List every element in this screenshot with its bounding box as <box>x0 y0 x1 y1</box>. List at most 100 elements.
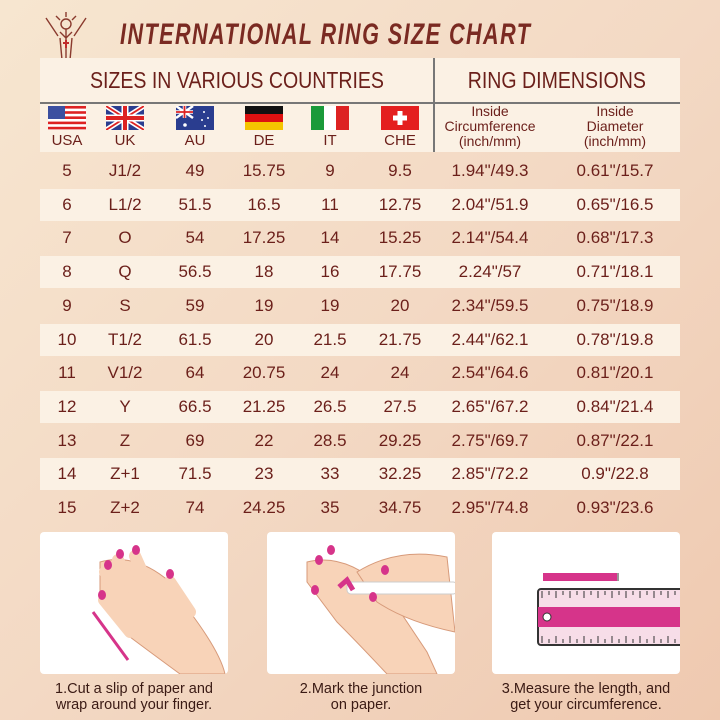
cell-it: 26.5 <box>313 396 347 416</box>
cell-uk: V1/2 <box>107 363 143 383</box>
country-usa: USA <box>37 106 97 149</box>
cell-usa: 14 <box>57 464 77 484</box>
us-flag-icon <box>48 106 86 130</box>
caption-line: wrap around your finger. <box>55 697 213 713</box>
country-it: IT <box>300 106 360 149</box>
cell-it: 14 <box>320 228 340 248</box>
step-2-caption: 2.Mark the junction on paper. <box>251 681 471 713</box>
cell-usa: 10 <box>57 329 77 349</box>
cell-uk: Z+2 <box>110 498 140 517</box>
step-3-caption: 3.Measure the length, and get your circum… <box>476 681 696 713</box>
step-2-illustration <box>267 532 455 674</box>
hand-wrap-icon <box>91 545 226 674</box>
table-row: 12 Y 66.5 21.25 26.5 27.5 2.65"/67.2 0.84"/21.4 <box>40 390 680 423</box>
cell-it: 9 <box>325 161 335 180</box>
table-row: 9 S 59 19 19 20 2.34"/59.5 0.75"/18.9 <box>40 290 680 322</box>
cell-uk: T1/2 <box>107 329 143 349</box>
cell-usa: 12 <box>57 396 77 416</box>
caption-line: 2.Mark the junction <box>299 681 423 697</box>
country-che: CHE <box>370 106 430 149</box>
cell-circumference: 2.04"/51.9 <box>451 194 529 214</box>
cell-che: 15.25 <box>378 228 422 248</box>
cell-circumference: 1.94"/49.3 <box>451 161 529 180</box>
cell-usa: 5 <box>62 161 72 180</box>
cell-au: 54 <box>185 228 205 248</box>
cell-de: 20.75 <box>242 363 286 383</box>
circumference-heading: Inside Circumference (inch/mm) <box>430 104 550 149</box>
cell-circumference: 2.95"/74.8 <box>451 498 529 517</box>
cell-au: 59 <box>185 295 205 315</box>
cell-uk: Z <box>119 430 131 450</box>
cell-che: 27.5 <box>383 396 417 416</box>
cell-uk: O <box>118 228 132 248</box>
cell-diameter: 0.61"/15.7 <box>576 161 654 180</box>
cell-uk: L1/2 <box>108 194 142 214</box>
country-label: DE <box>253 132 275 149</box>
caption-line: 1.Cut a slip of paper and <box>55 681 213 697</box>
ruler-icon <box>537 573 680 646</box>
cell-au: 74 <box>185 498 205 517</box>
cell-usa: 8 <box>62 262 72 282</box>
step-1-caption: 1.Cut a slip of paper and wrap around you… <box>24 681 244 713</box>
caption-line: get your circumference. <box>510 697 662 713</box>
heading-line: (inch/mm) <box>583 133 647 149</box>
country-au: AU <box>165 106 225 149</box>
country-label: UK <box>114 132 136 149</box>
cell-circumference: 2.24"/57 <box>458 262 522 282</box>
heading-line: Inside <box>471 103 509 119</box>
country-label: CHE <box>384 132 416 149</box>
caption-line: on paper. <box>330 697 392 713</box>
cell-uk: Y <box>119 396 131 416</box>
cell-it: 21.5 <box>313 329 347 349</box>
table-row: 11 V1/2 64 20.75 24 24 2.54"/64.6 0.81"/20.1 <box>40 357 680 389</box>
table-row: 8 Q 56.5 18 16 17.75 2.24"/57 0.71"/18.1 <box>40 256 680 289</box>
cell-de: 20 <box>254 329 274 349</box>
divider <box>433 58 435 152</box>
cell-au: 56.5 <box>178 262 212 282</box>
dimensions-heading-text: RING DIMENSIONS <box>467 66 647 93</box>
cell-au: 71.5 <box>178 464 212 484</box>
cell-circumference: 2.75"/69.7 <box>451 430 529 450</box>
de-flag-icon <box>245 106 283 130</box>
cell-de: 23 <box>254 464 274 484</box>
cell-diameter: 0.9"/22.8 <box>581 464 649 484</box>
cell-che: 21.75 <box>378 329 422 349</box>
diameter-heading: Inside Diameter (inch/mm) <box>555 104 675 149</box>
cell-de: 21.25 <box>242 396 286 416</box>
cell-usa: 6 <box>62 194 72 214</box>
divider <box>40 102 680 104</box>
cell-de: 17.25 <box>242 228 286 248</box>
cell-it: 28.5 <box>313 430 347 450</box>
step-3-illustration <box>492 532 680 674</box>
cell-usa: 15 <box>57 498 77 517</box>
country-label: USA <box>51 132 83 149</box>
country-label: IT <box>323 132 337 149</box>
heading-line: (inch/mm) <box>458 133 522 149</box>
cell-usa: 7 <box>62 228 72 248</box>
cell-de: 16.5 <box>247 194 281 214</box>
cell-de: 19 <box>254 295 274 315</box>
cell-uk: J1/2 <box>108 161 142 180</box>
table-row: 10 T1/2 61.5 20 21.5 21.75 2.44"/62.1 0.78"/19.… <box>40 323 680 356</box>
cell-diameter: 0.68"/17.3 <box>576 228 654 248</box>
cell-che: 24 <box>390 363 410 383</box>
cell-che: 20 <box>390 295 410 315</box>
cell-diameter: 0.71"/18.1 <box>576 262 654 282</box>
cell-diameter: 0.65"/16.5 <box>576 194 654 214</box>
cell-it: 35 <box>320 498 340 517</box>
mark-paper-icon <box>306 545 455 674</box>
cell-uk: Q <box>118 262 132 282</box>
table-row: 5 J1/2 49 15.75 9 9.5 1.94"/49.3 0.61"/15.7 <box>40 155 680 187</box>
cell-circumference: 2.85"/72.2 <box>451 464 529 484</box>
cell-circumference: 2.54"/64.6 <box>451 363 529 383</box>
cell-che: 29.25 <box>378 430 422 450</box>
sizes-heading: SIZES IN VARIOUS COUNTRIES <box>40 58 433 102</box>
ch-flag-icon <box>381 106 419 130</box>
country-label: AU <box>184 132 206 149</box>
cell-diameter: 0.75"/18.9 <box>576 295 654 315</box>
table-row: 6 L1/2 51.5 16.5 11 12.75 2.04"/51.9 0.65"/16.5 <box>40 188 680 221</box>
cell-de: 18 <box>254 262 274 282</box>
uk-flag-icon <box>106 106 144 130</box>
cell-usa: 11 <box>58 363 76 383</box>
cell-che: 32.25 <box>378 464 422 484</box>
